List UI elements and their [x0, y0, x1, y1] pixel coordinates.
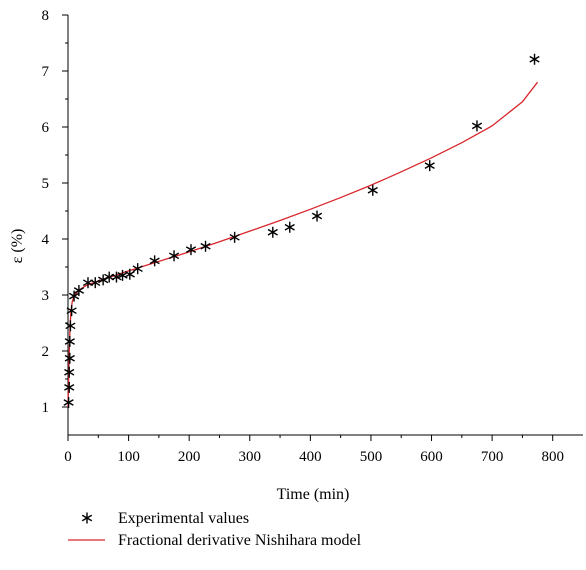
- series-points-0: [63, 53, 540, 409]
- y-tick-label: 3: [42, 288, 50, 304]
- y-tick-label: 2: [42, 344, 50, 360]
- data-point: [311, 210, 323, 222]
- data-point: [168, 250, 180, 262]
- data-point: [64, 335, 75, 347]
- axes: 0 100 200 300 400 500 600 700 800 1 2 3 4 5 6 7 8: [42, 8, 583, 465]
- legend-item-0: Experimental values: [81, 510, 249, 527]
- data-point: [132, 263, 143, 275]
- x-tick-label: 0: [64, 449, 72, 465]
- y-tick-label: 6: [42, 120, 50, 136]
- y-tick-label: 5: [42, 176, 50, 192]
- legend-item-1: Fractional derivative Nishihara model: [68, 532, 362, 549]
- data-point: [529, 53, 540, 65]
- data-point: [90, 277, 101, 289]
- data-point: [64, 381, 75, 393]
- x-tick-label: 300: [239, 449, 262, 465]
- data-point: [149, 255, 160, 267]
- data-point: [64, 366, 75, 378]
- x-tick-label: 700: [481, 449, 504, 465]
- series-line-1: [67, 81, 539, 408]
- data-point: [424, 160, 435, 172]
- x-axis-label: Time (min): [277, 486, 350, 503]
- data-point: [229, 231, 240, 243]
- data-point: [267, 226, 278, 238]
- data-point: [66, 305, 77, 317]
- data-point: [65, 320, 76, 332]
- x-tick-label: 500: [360, 449, 383, 465]
- x-tick-label: 100: [117, 449, 140, 465]
- data-point: [200, 240, 211, 252]
- data-point: [124, 268, 135, 280]
- x-tick-label: 200: [178, 449, 201, 465]
- data-point: [111, 271, 122, 283]
- x-tick-label: 800: [541, 449, 564, 465]
- data-point: [471, 120, 483, 132]
- data-point: [64, 352, 75, 364]
- data-point: [68, 290, 80, 302]
- legend-label: Experimental values: [118, 510, 249, 527]
- y-tick-label: 4: [42, 232, 50, 248]
- y-tick-label: 8: [42, 8, 50, 24]
- legend-label: Fractional derivative Nishihara model: [118, 532, 362, 549]
- data-point: [185, 244, 197, 256]
- data-point: [63, 397, 74, 409]
- y-axis-label: ε (%): [9, 229, 26, 264]
- y-tick-label: 7: [42, 64, 50, 80]
- x-tick-label: 600: [420, 449, 443, 465]
- data-point: [73, 285, 85, 297]
- data-point: [367, 184, 378, 196]
- legend-marker: [81, 512, 93, 524]
- y-tick-label: 1: [42, 400, 50, 416]
- data-point: [284, 221, 295, 233]
- legend: Experimental values Fractional derivative…: [68, 510, 362, 549]
- x-tick-label: 400: [299, 449, 322, 465]
- series-layer: [63, 53, 540, 409]
